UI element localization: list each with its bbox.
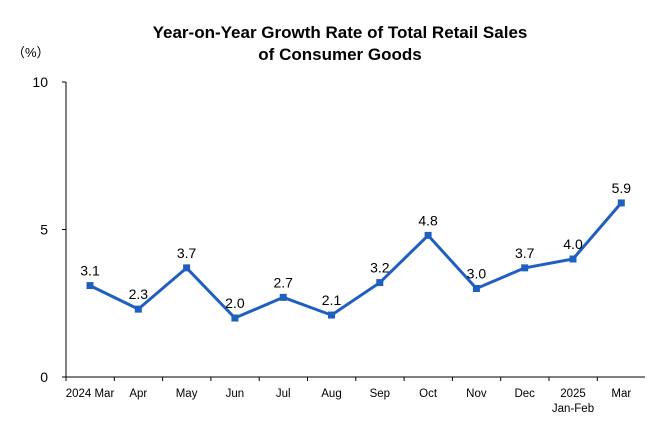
x-tick-label: Oct bbox=[419, 388, 438, 400]
data-point-marker bbox=[86, 282, 94, 290]
data-point-marker bbox=[183, 264, 191, 272]
data-label: 2.3 bbox=[129, 286, 149, 302]
x-tick-label: Dec bbox=[514, 388, 535, 400]
data-point-marker bbox=[231, 314, 239, 322]
y-tick-label: 10 bbox=[32, 74, 48, 90]
data-point-marker bbox=[376, 279, 384, 287]
data-label: 4.0 bbox=[563, 236, 583, 252]
series-line bbox=[89, 201, 623, 320]
y-axis-ticks: 0 5 10 bbox=[32, 74, 66, 385]
x-tick-label: 2025 bbox=[560, 388, 586, 400]
x-tick-label: Aug bbox=[321, 388, 341, 400]
data-point-marker bbox=[328, 311, 335, 319]
y-tick-label: 5 bbox=[40, 222, 48, 238]
x-tick-label: May bbox=[176, 388, 198, 400]
x-tick-label: Jul bbox=[276, 388, 291, 400]
x-tick-label: Jan-Feb bbox=[552, 403, 594, 415]
data-label: 5.9 bbox=[612, 180, 632, 196]
data-label: 3.0 bbox=[467, 266, 487, 282]
data-label: 3.2 bbox=[370, 260, 390, 276]
data-label: 2.0 bbox=[225, 295, 245, 311]
x-tick-label: 2024 Mar bbox=[66, 388, 115, 400]
x-tick-label: Jun bbox=[226, 388, 245, 400]
data-point-marker bbox=[134, 305, 142, 313]
data-point-marker bbox=[617, 199, 625, 207]
data-label: 2.7 bbox=[273, 274, 293, 290]
x-tick-label: Sep bbox=[370, 388, 390, 400]
x-tick-label: Mar bbox=[611, 388, 631, 400]
y-axis-unit-label: （%） bbox=[12, 45, 50, 60]
data-point-marker bbox=[424, 231, 432, 239]
y-tick-label: 0 bbox=[40, 369, 48, 385]
data-label: 3.1 bbox=[80, 263, 100, 279]
series-group: 3.1 2.3 3.7 2.0 2.7 2.1 3.2 4.8 3.0 3.7 4.0 5.9 bbox=[80, 180, 631, 322]
data-point-marker bbox=[569, 255, 577, 263]
data-label: 3.7 bbox=[177, 245, 197, 261]
chart-title: Year-on-Year Growth Rate of Total Retail… bbox=[153, 23, 528, 42]
data-label: 3.7 bbox=[515, 245, 535, 261]
data-label: 2.1 bbox=[322, 292, 342, 308]
x-tick-label: Nov bbox=[466, 388, 487, 400]
data-point-marker bbox=[472, 285, 480, 292]
data-point-marker bbox=[521, 264, 529, 272]
data-label: 4.8 bbox=[418, 212, 438, 228]
x-axis-ticks: 2024 Mar Apr May Jun Jul Aug Sep Oct Nov Dec 2025 J… bbox=[65, 377, 631, 415]
x-tick-label: Apr bbox=[129, 388, 147, 400]
data-point-marker bbox=[279, 293, 287, 301]
chart-subtitle: of Consumer Goods bbox=[258, 45, 421, 64]
